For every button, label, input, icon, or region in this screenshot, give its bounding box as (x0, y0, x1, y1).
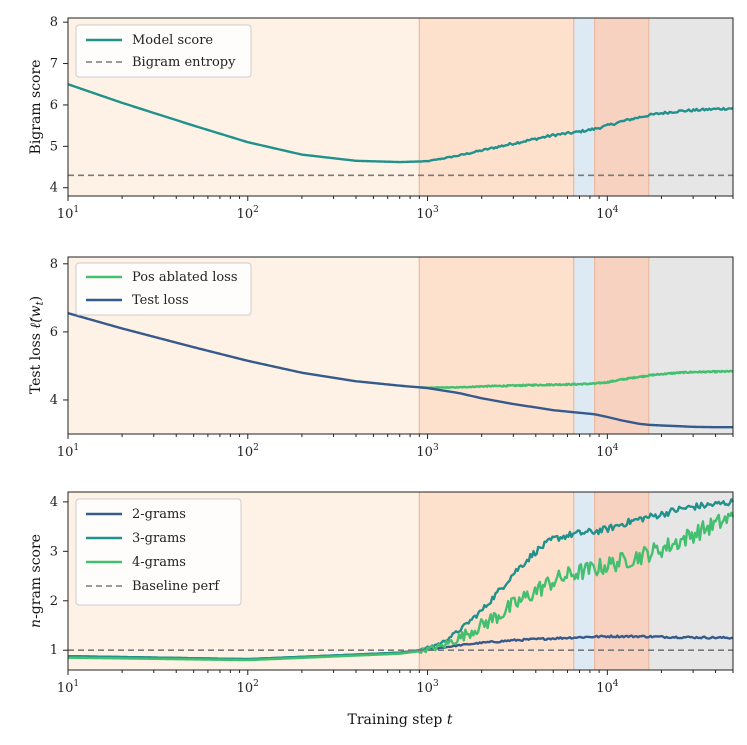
y-axis-label-math: ℓ̂(w (28, 305, 44, 328)
x-tick-label: 104 (596, 679, 619, 696)
y-axis-label-var: n (28, 619, 44, 628)
legend-label-model-score: Model score (132, 33, 213, 48)
phase-band-4 (594, 18, 649, 196)
legend-box (75, 498, 242, 606)
y-tick-label: 6 (50, 98, 58, 113)
y-tick-label: 7 (50, 57, 58, 72)
y-axis-label-close: ) (28, 296, 44, 301)
x-axis-label-var: t (447, 712, 453, 728)
x-tick-label: 102 (237, 679, 259, 696)
phase-band-5 (648, 257, 733, 434)
x-tick-label: 102 (237, 205, 259, 222)
panel-bigram-score: 4 5 6 7 8 101 102 103 104 Bigram score Model sc… (28, 15, 734, 222)
y-axis-label: Test loss ℓ̂(wt) (28, 296, 46, 394)
panel-ngram-score: 1 2 3 4 101 102 103 104 n-gram score 2-grams 3… (28, 491, 735, 728)
series-line-test-loss (67, 312, 733, 429)
axes-frame (67, 256, 734, 435)
y-tick-label: 4 (50, 181, 58, 196)
y-tick-label: 6 (50, 325, 58, 340)
y-tick-label: 8 (50, 15, 58, 30)
panel-test-loss: 4 6 8 101 102 103 104 Test loss ℓ̂(wt) Pos ab… (28, 256, 734, 460)
y-tick-label: 2 (50, 594, 58, 609)
x-tick-label: 103 (416, 205, 439, 222)
legend: Pos ablated loss Test loss (75, 262, 252, 316)
x-axis-label: Training step t (348, 712, 453, 728)
y-axis-label: n-gram score (28, 534, 44, 628)
x-tick-label: 101 (57, 443, 79, 460)
x-tick-label: 104 (596, 205, 619, 222)
legend-label-3-grams: 3-grams (132, 531, 186, 546)
phase-band-2 (419, 257, 574, 434)
y-tick-label: 3 (50, 544, 58, 559)
y-tick-label: 5 (50, 139, 58, 154)
x-tick-label: 101 (57, 205, 79, 222)
y-tick-label: 4 (50, 393, 58, 408)
legend: Model score Bigram entropy (75, 24, 252, 78)
phase-band-3 (573, 257, 595, 434)
phase-band-3 (573, 492, 595, 670)
phase-band-4 (594, 257, 649, 434)
phase-band-3 (573, 18, 595, 196)
y-tick-label: 8 (50, 257, 58, 272)
x-tick-label: 101 (57, 679, 79, 696)
x-axis-label-text: Training step (348, 712, 447, 728)
phase-band-4 (594, 492, 649, 670)
x-tick-label: 104 (596, 443, 619, 460)
series-line-4-grams (67, 511, 735, 662)
y-axis-label-text: Test loss (28, 329, 44, 395)
x-tick-label: 103 (416, 443, 439, 460)
phase-band-2 (419, 18, 574, 196)
legend: 2-grams 3-grams 4-grams Baseline perf (75, 498, 242, 606)
legend-label-2-grams: 2-grams (132, 507, 186, 522)
legend-box (75, 24, 252, 78)
legend-label-baseline-perf: Baseline perf (132, 579, 220, 594)
series-line-pos-ablated-loss (418, 369, 734, 390)
y-axis-label-text: -gram score (28, 534, 44, 619)
y-axis-label: Bigram score (28, 60, 44, 155)
series-line-model-score (67, 83, 734, 164)
x-tick-label: 102 (237, 443, 259, 460)
axes-frame (67, 17, 734, 197)
x-tick-label: 103 (416, 679, 439, 696)
phase-band-5 (648, 18, 733, 196)
legend-label-4-grams: 4-grams (132, 555, 186, 570)
y-axis-label-subscript: t (35, 300, 46, 305)
y-tick-label: 1 (50, 643, 58, 658)
axes-frame (67, 491, 734, 671)
y-tick-label: 4 (50, 495, 58, 510)
legend-label-test-loss: Test loss (132, 293, 189, 308)
legend-label-bigram-entropy: Bigram entropy (132, 55, 236, 70)
legend-label-pos-ablated-loss: Pos ablated loss (132, 270, 238, 285)
